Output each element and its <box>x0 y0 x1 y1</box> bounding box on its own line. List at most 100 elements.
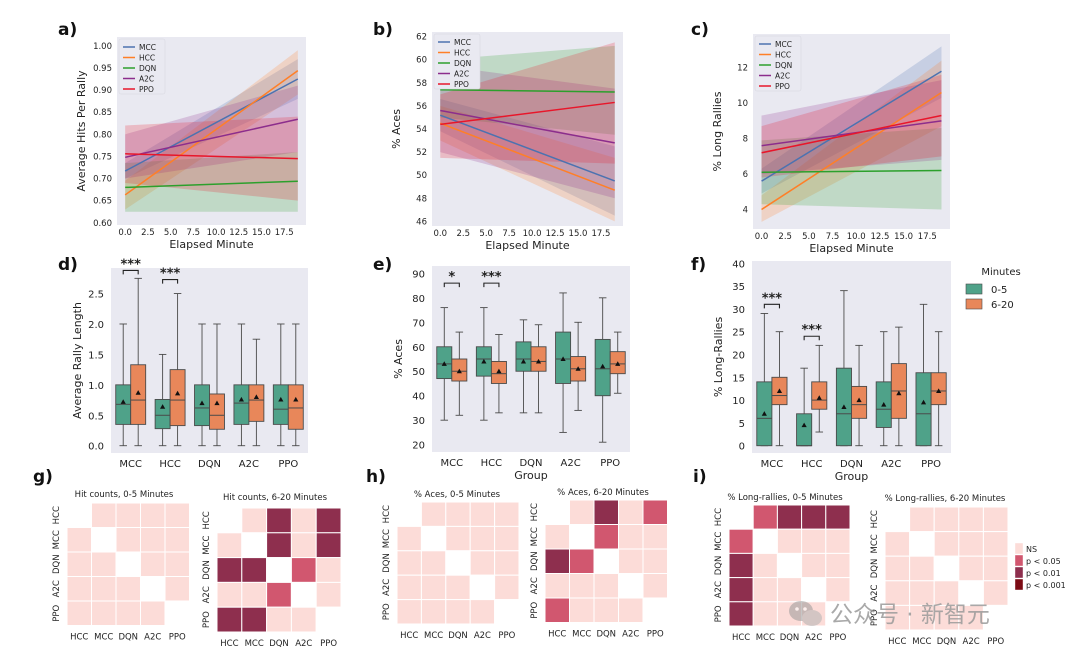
x-tick-label: DQN <box>519 458 542 469</box>
heatmap-cell <box>445 501 471 527</box>
x-tick-label: 7.5 <box>826 232 840 242</box>
heatmap-cell <box>115 502 141 528</box>
heatmap-title: % Aces, 6-20 Minutes <box>557 488 649 498</box>
heatmap-cell <box>115 600 141 626</box>
heatmap-cell <box>290 606 317 633</box>
box-ppo-6-20 <box>287 323 304 447</box>
panel-label: a) <box>58 20 77 40</box>
series-line-a2c <box>440 109 615 144</box>
wechat-icon <box>789 601 822 626</box>
row-label: DQN <box>382 553 392 573</box>
x-tick-label: 15.0 <box>569 229 588 239</box>
y-tick-label: 30 <box>412 416 425 427</box>
iqr-box <box>915 372 932 447</box>
heatmap-cell <box>66 576 92 602</box>
series-lines <box>124 70 299 196</box>
series-line-dqn <box>125 180 298 189</box>
heatmap-cell <box>266 606 292 633</box>
heatmap-cell <box>164 551 190 577</box>
heatmap-cell <box>884 555 911 582</box>
legend-label: HCC <box>775 51 791 60</box>
heatmap-cell <box>494 501 520 527</box>
legend-label: NS <box>1026 545 1037 554</box>
heatmap-cell <box>91 527 117 553</box>
x-tick-label: 0.0 <box>433 229 447 239</box>
x-tick-label: 0.0 <box>755 232 769 242</box>
row-label: A2C <box>870 584 880 601</box>
heatmap-cell <box>241 606 268 633</box>
heatmap-cell <box>593 597 619 623</box>
series-line-hcc <box>761 91 942 211</box>
watermark: 公众号 · 新智元 <box>784 596 1054 632</box>
heatmap-cell <box>593 573 619 599</box>
iqr-box <box>272 384 289 425</box>
col-label: HCC <box>400 631 418 641</box>
heatmap-cell <box>469 550 496 576</box>
iqr-box <box>233 384 250 425</box>
legend-label: HCC <box>139 54 155 63</box>
col-label: HCC <box>732 633 750 643</box>
series-line-mcc <box>761 70 942 182</box>
row-label: MCC <box>382 529 392 548</box>
heatmap-cell <box>266 581 292 608</box>
heatmap-cell <box>884 506 911 533</box>
heatmap-cell <box>776 552 803 579</box>
series-line-dqn <box>440 88 615 93</box>
y-tick-label: 4 <box>743 206 748 216</box>
x-tick-label: A2C <box>881 459 901 470</box>
band-ppo <box>125 116 298 201</box>
iqr-box <box>796 413 813 447</box>
x-tick-label: MCC <box>441 458 464 469</box>
y-tick-label: 40 <box>412 392 425 403</box>
legend-label: MCC <box>139 43 156 52</box>
box-a2c-6-20 <box>248 338 265 447</box>
col-label: DQN <box>269 639 289 649</box>
band-hcc <box>440 105 615 222</box>
heatmap-cell <box>216 557 243 583</box>
box-a2c-0-5 <box>233 323 250 447</box>
y-tick-label: 2.5 <box>88 290 104 301</box>
col-label: DQN <box>596 630 616 640</box>
panel-label: f) <box>691 255 706 275</box>
mean-marker <box>199 400 205 406</box>
x-tick-label: HCC <box>481 458 503 469</box>
heatmap-cell <box>494 574 520 601</box>
x-tick-label: 15.0 <box>894 232 913 242</box>
legend-swatch <box>1014 554 1024 567</box>
heatmap-cell <box>469 574 496 601</box>
heatmap-cell <box>752 601 778 627</box>
iqr-box <box>209 393 225 430</box>
heatmap-cell <box>825 577 851 603</box>
mean-marker <box>456 368 462 374</box>
significance-legend: NS p < 0.05 p < 0.01 p < 0.001 <box>1014 542 1066 591</box>
col-label: DQN <box>780 633 800 643</box>
series-line-a2c <box>125 118 298 159</box>
iqr-box <box>515 341 532 372</box>
legend-frame <box>433 33 481 90</box>
heatmap-title: Hit counts, 6-20 Minutes <box>223 493 328 503</box>
significance-hcc: *** <box>481 270 502 288</box>
mean-marker <box>560 356 566 361</box>
y-tick-label: 15 <box>732 373 745 384</box>
band-dqn <box>125 152 298 212</box>
y-tick-label: 0.5 <box>88 411 104 422</box>
box-dqn-6-20 <box>530 324 547 414</box>
series-line-mcc <box>439 114 616 182</box>
heatmap-cell <box>420 525 447 552</box>
mean-marker <box>160 404 166 409</box>
heatmap-cell <box>642 499 668 525</box>
heatmap-cell <box>909 555 935 582</box>
y-tick-label: 0.80 <box>93 130 112 140</box>
col-label: PPO <box>829 633 846 643</box>
heatmap-cell <box>909 604 935 631</box>
heatmap-cell <box>140 527 166 553</box>
x-tick-label: 5.0 <box>164 228 178 238</box>
heatmap-cell <box>642 524 668 550</box>
heatmap-title: % Long-rallies, 6-20 Minutes <box>885 494 1006 504</box>
mean-marker <box>441 361 447 366</box>
heatmap-cell <box>618 499 644 525</box>
mean-marker <box>238 396 245 402</box>
heatmap-cell <box>420 501 447 527</box>
y-tick-label: 60 <box>412 343 425 354</box>
box-a2c-6-20 <box>570 321 587 411</box>
